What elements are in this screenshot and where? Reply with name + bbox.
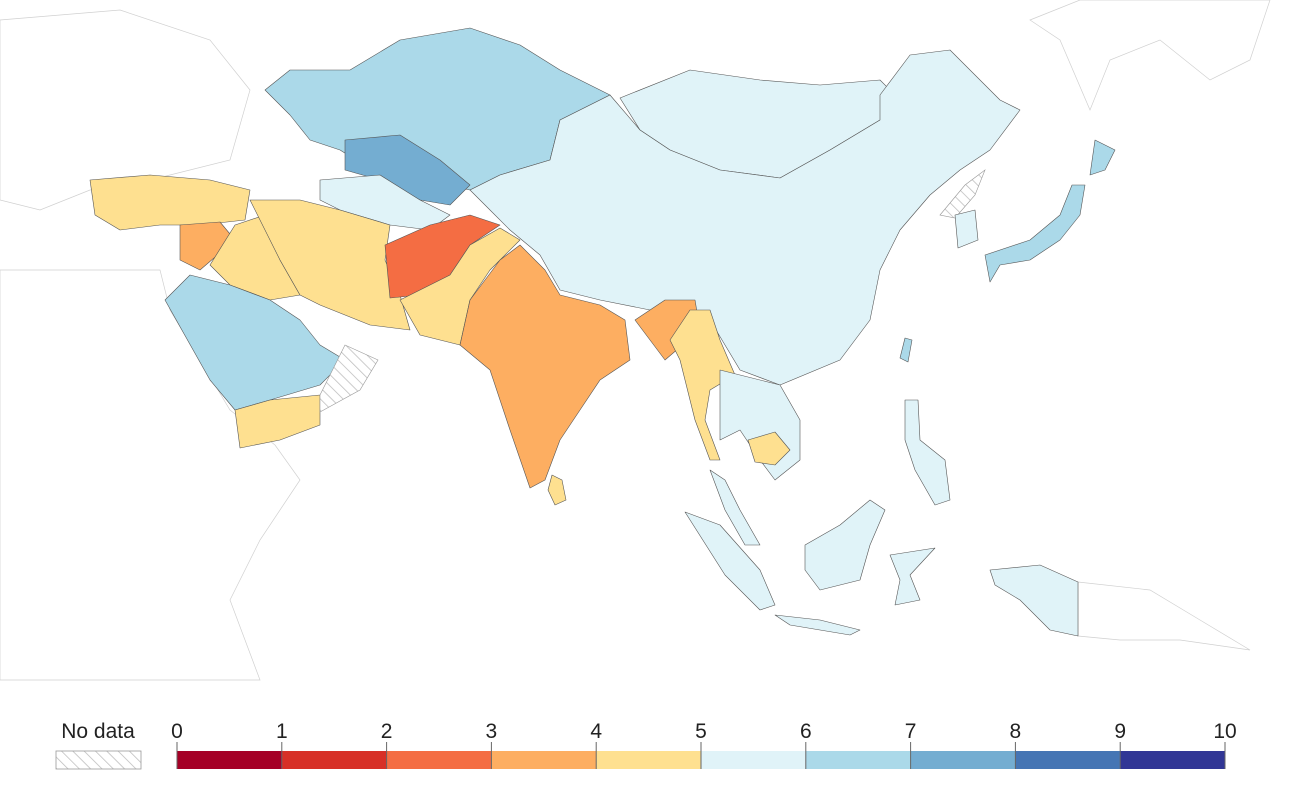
legend-tick-label: 10: [1213, 720, 1236, 743]
philippines: [904, 399, 951, 506]
sumatra: [684, 511, 776, 611]
legend-swatch: [1015, 751, 1121, 769]
legend-tick-label: 3: [486, 720, 498, 743]
legend-tick-label: 8: [1010, 720, 1022, 743]
legend-swatch: [910, 751, 1016, 769]
sulawesi: [889, 547, 936, 606]
myanmar: [669, 309, 736, 461]
no-data-label: No data: [61, 720, 135, 743]
no-data-swatch: [55, 750, 142, 770]
legend-tick-label: 7: [905, 720, 917, 743]
legend-swatch: [491, 751, 597, 769]
legend-tick-label: 2: [381, 720, 393, 743]
cambodia: [747, 431, 791, 466]
legend-swatch: [177, 751, 282, 769]
oman-no-data: [319, 344, 379, 413]
sri-lanka: [547, 474, 567, 506]
indochina: [719, 369, 801, 481]
map: [0, 0, 1271, 681]
africa-outline: [0, 269, 301, 681]
borneo: [804, 499, 886, 591]
europe-outline: [0, 9, 251, 211]
png-outline: [1077, 581, 1251, 651]
java: [774, 614, 861, 636]
china: [469, 49, 1021, 386]
legend-tick-label: 6: [800, 720, 812, 743]
legend: No data 0 1 2 3 4 5 6 7 8 9 10: [55, 720, 1237, 770]
south-korea: [954, 209, 979, 249]
legend-tick-label: 9: [1114, 720, 1126, 743]
saudi-arabia: [164, 274, 346, 411]
india: [459, 244, 631, 489]
legend-swatch: [386, 751, 492, 769]
legend-tick-label: 0: [171, 720, 183, 743]
turkey: [89, 174, 251, 231]
malay-peninsula: [709, 469, 761, 546]
legend-tick-label: 1: [276, 720, 288, 743]
iran: [249, 199, 411, 331]
hokkaido: [1089, 139, 1116, 176]
uzbekistan: [344, 134, 471, 206]
new-guinea-west: [989, 564, 1079, 637]
legend-tick-label: 4: [590, 720, 602, 743]
legend-tick-label: 5: [695, 720, 707, 743]
legend-swatch: [805, 751, 911, 769]
legend-swatch: [596, 751, 701, 769]
north-korea-no-data: [939, 169, 986, 219]
legend-swatch: [281, 751, 387, 769]
legend-swatch: [1120, 751, 1225, 769]
russia-far-east-outline: [1029, 0, 1271, 111]
yemen: [234, 394, 321, 449]
japan: [984, 184, 1086, 283]
taiwan: [899, 337, 913, 363]
legend-swatch: [701, 751, 806, 769]
pakistan: [399, 227, 521, 346]
